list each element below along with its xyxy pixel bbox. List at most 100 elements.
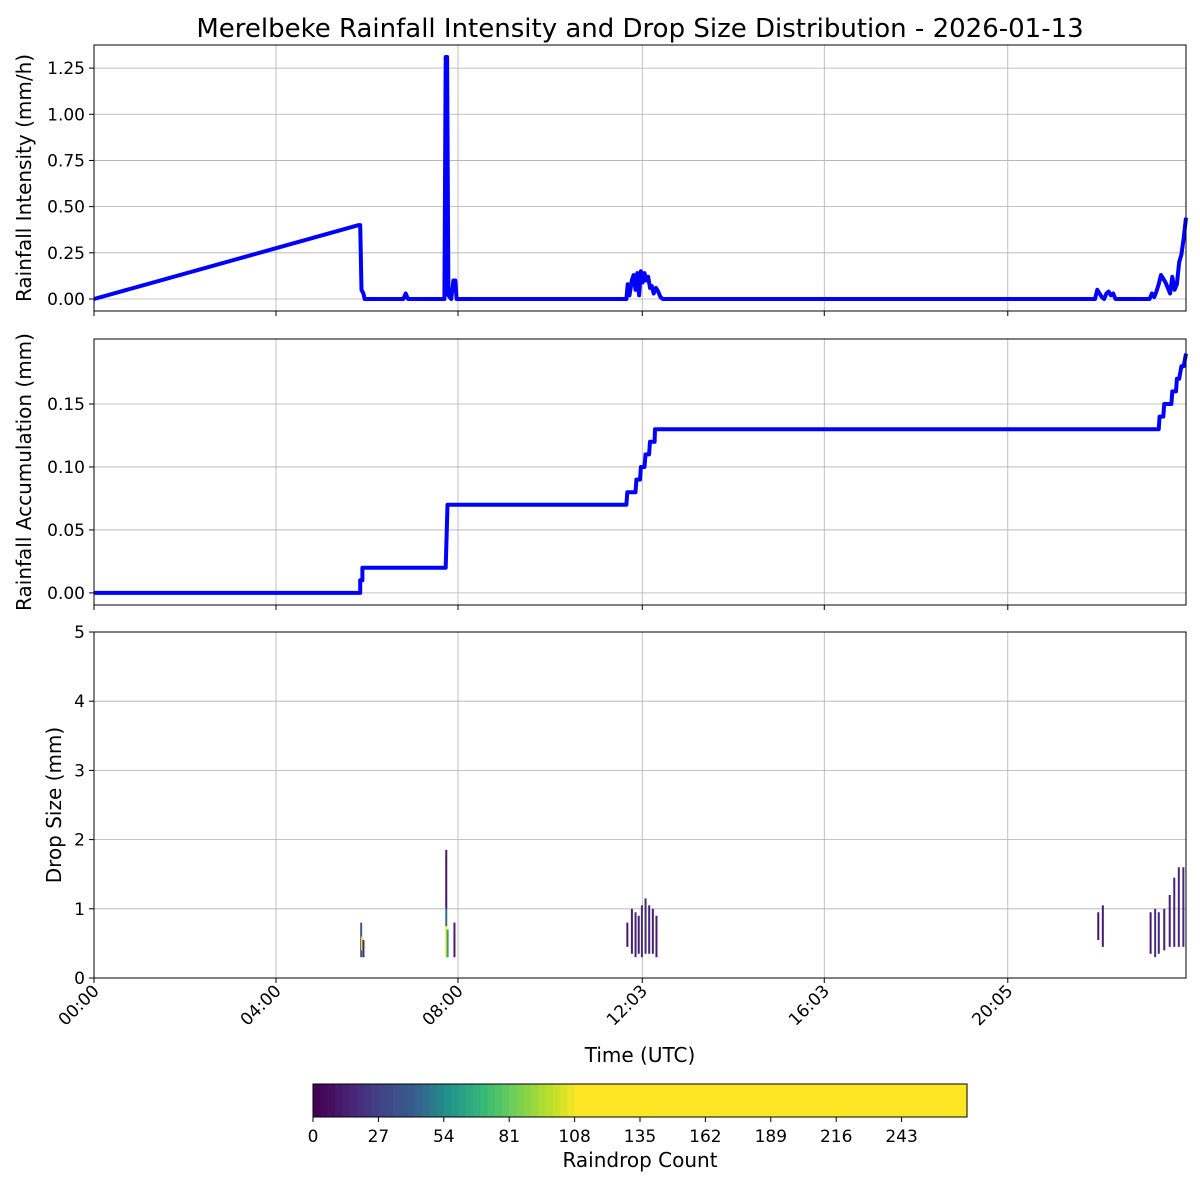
colorbar-segment [422, 1084, 430, 1117]
heatmap-cell [630, 908, 633, 954]
heatmap-cell [446, 929, 449, 958]
colorbar-segment [814, 1084, 823, 1117]
colorbar-segment [669, 1084, 677, 1117]
colorbar-segment [618, 1084, 627, 1117]
y-tick-label: 0.25 [47, 244, 85, 264]
axes-frame [93, 338, 1187, 606]
colorbar-segment [836, 1084, 845, 1117]
heatmap-cell [1182, 867, 1185, 947]
heatmap-cell [445, 908, 448, 927]
colorbar-tick-label: 108 [558, 1127, 590, 1147]
y-tick-label: 1.25 [47, 59, 85, 79]
y-tick-label: 0.10 [47, 458, 85, 478]
colorbar-segment [756, 1084, 765, 1117]
y-tick-label: 4 [74, 692, 85, 712]
colorbar-segment [494, 1084, 503, 1117]
series-line [93, 55, 1188, 301]
colorbar-segment [741, 1084, 750, 1117]
heatmap-cell [1149, 912, 1152, 954]
colorbar-segment [334, 1084, 343, 1117]
colorbar-segment [342, 1084, 350, 1117]
colorbar-segment [778, 1084, 786, 1117]
heatmap-cell [362, 939, 365, 958]
heatmap-cell [1168, 894, 1171, 947]
colorbar-segment [647, 1084, 656, 1117]
y-tick-label: 1 [74, 900, 85, 920]
heatmap-cell [655, 915, 658, 958]
colorbar-segment [327, 1084, 336, 1117]
figure-title: Merelbeke Rainfall Intensity and Drop Si… [196, 14, 1083, 44]
colorbar-segment [392, 1084, 401, 1117]
colorbar-segment [501, 1084, 510, 1117]
colorbar-tick-label: 27 [368, 1127, 390, 1147]
colorbar-segment [640, 1084, 648, 1117]
colorbar-segment [567, 1084, 576, 1117]
colorbar-segment [581, 1084, 590, 1117]
x-tick-label: 20:05 [969, 981, 1018, 1030]
heatmap-cell [1163, 908, 1166, 951]
colorbar-segment [349, 1084, 358, 1117]
colorbar-segment [363, 1084, 372, 1117]
colorbar-segment [901, 1084, 910, 1117]
colorbar-segment [734, 1084, 743, 1117]
colorbar-segment [930, 1084, 939, 1117]
heatmap-cell [637, 915, 640, 954]
heatmap-cell [626, 922, 629, 947]
heatmap-cell [1157, 912, 1160, 954]
y-tick-label: 0.15 [47, 395, 85, 415]
y-tick-label: 0.50 [47, 198, 85, 218]
x-tick-label: 16:03 [785, 981, 834, 1030]
colorbar-tick-label: 0 [308, 1127, 319, 1147]
colorbar-segment [458, 1084, 467, 1117]
colorbar-segment [632, 1084, 641, 1117]
colorbar-segment [952, 1084, 961, 1117]
colorbar-segment [937, 1084, 946, 1117]
colorbar-segment [313, 1084, 321, 1117]
colorbar-segment [516, 1084, 525, 1117]
heatmap-cell [1173, 877, 1176, 947]
colorbar-segment [887, 1084, 895, 1117]
colorbar-tick-label: 243 [885, 1127, 917, 1147]
colorbar-segment [705, 1084, 714, 1117]
colorbar-tick-label: 216 [820, 1127, 852, 1147]
colorbar-tick-label: 189 [755, 1127, 787, 1147]
colorbar-segment [785, 1084, 794, 1117]
heatmap-cell [634, 912, 637, 958]
colorbar-segment [872, 1084, 881, 1117]
y-tick-label: 3 [74, 761, 85, 781]
y-axis-label: Rainfall Accumulation (mm) [12, 333, 36, 611]
colorbar-segment [589, 1084, 597, 1117]
colorbar-segment [654, 1084, 663, 1117]
y-tick-label: 0 [74, 969, 85, 989]
colorbar-segment [749, 1084, 757, 1117]
colorbar-segment [451, 1084, 459, 1117]
colorbar-segment [509, 1084, 518, 1117]
x-axis-label: Time (UTC) [584, 1043, 696, 1067]
colorbar-segment [436, 1084, 445, 1117]
colorbar-segment [385, 1084, 394, 1117]
colorbar-segment [690, 1084, 699, 1117]
colorbar-segment [821, 1084, 830, 1117]
colorbar-segment [763, 1084, 772, 1117]
axes-frame [93, 631, 1187, 979]
y-tick-label: 0.00 [47, 290, 85, 310]
colorbar-segment [894, 1084, 903, 1117]
colorbar-segment [850, 1084, 859, 1117]
colorbar-tick-label: 162 [689, 1127, 721, 1147]
colorbar-segment [959, 1084, 968, 1117]
heatmap-cell [651, 908, 654, 954]
y-tick-label: 5 [74, 623, 85, 643]
colorbar-segment [523, 1084, 532, 1117]
colorbar: 0 27 54 81 108 135 162 189 216 243 Raindrop Count [308, 1083, 968, 1172]
colorbar-segment [465, 1084, 474, 1117]
colorbar-segment [371, 1084, 379, 1117]
colorbar-segment [596, 1084, 605, 1117]
colorbar-segment [531, 1084, 539, 1117]
colorbar-segment [879, 1084, 888, 1117]
intensity-panel: 0.00 0.25 0.50 0.75 1.00 1.25 Rainfall Intensi… [12, 44, 1188, 316]
y-axis-label: Drop Size (mm) [42, 727, 66, 883]
colorbar-segment [480, 1084, 488, 1117]
colorbar-segment [683, 1084, 692, 1117]
